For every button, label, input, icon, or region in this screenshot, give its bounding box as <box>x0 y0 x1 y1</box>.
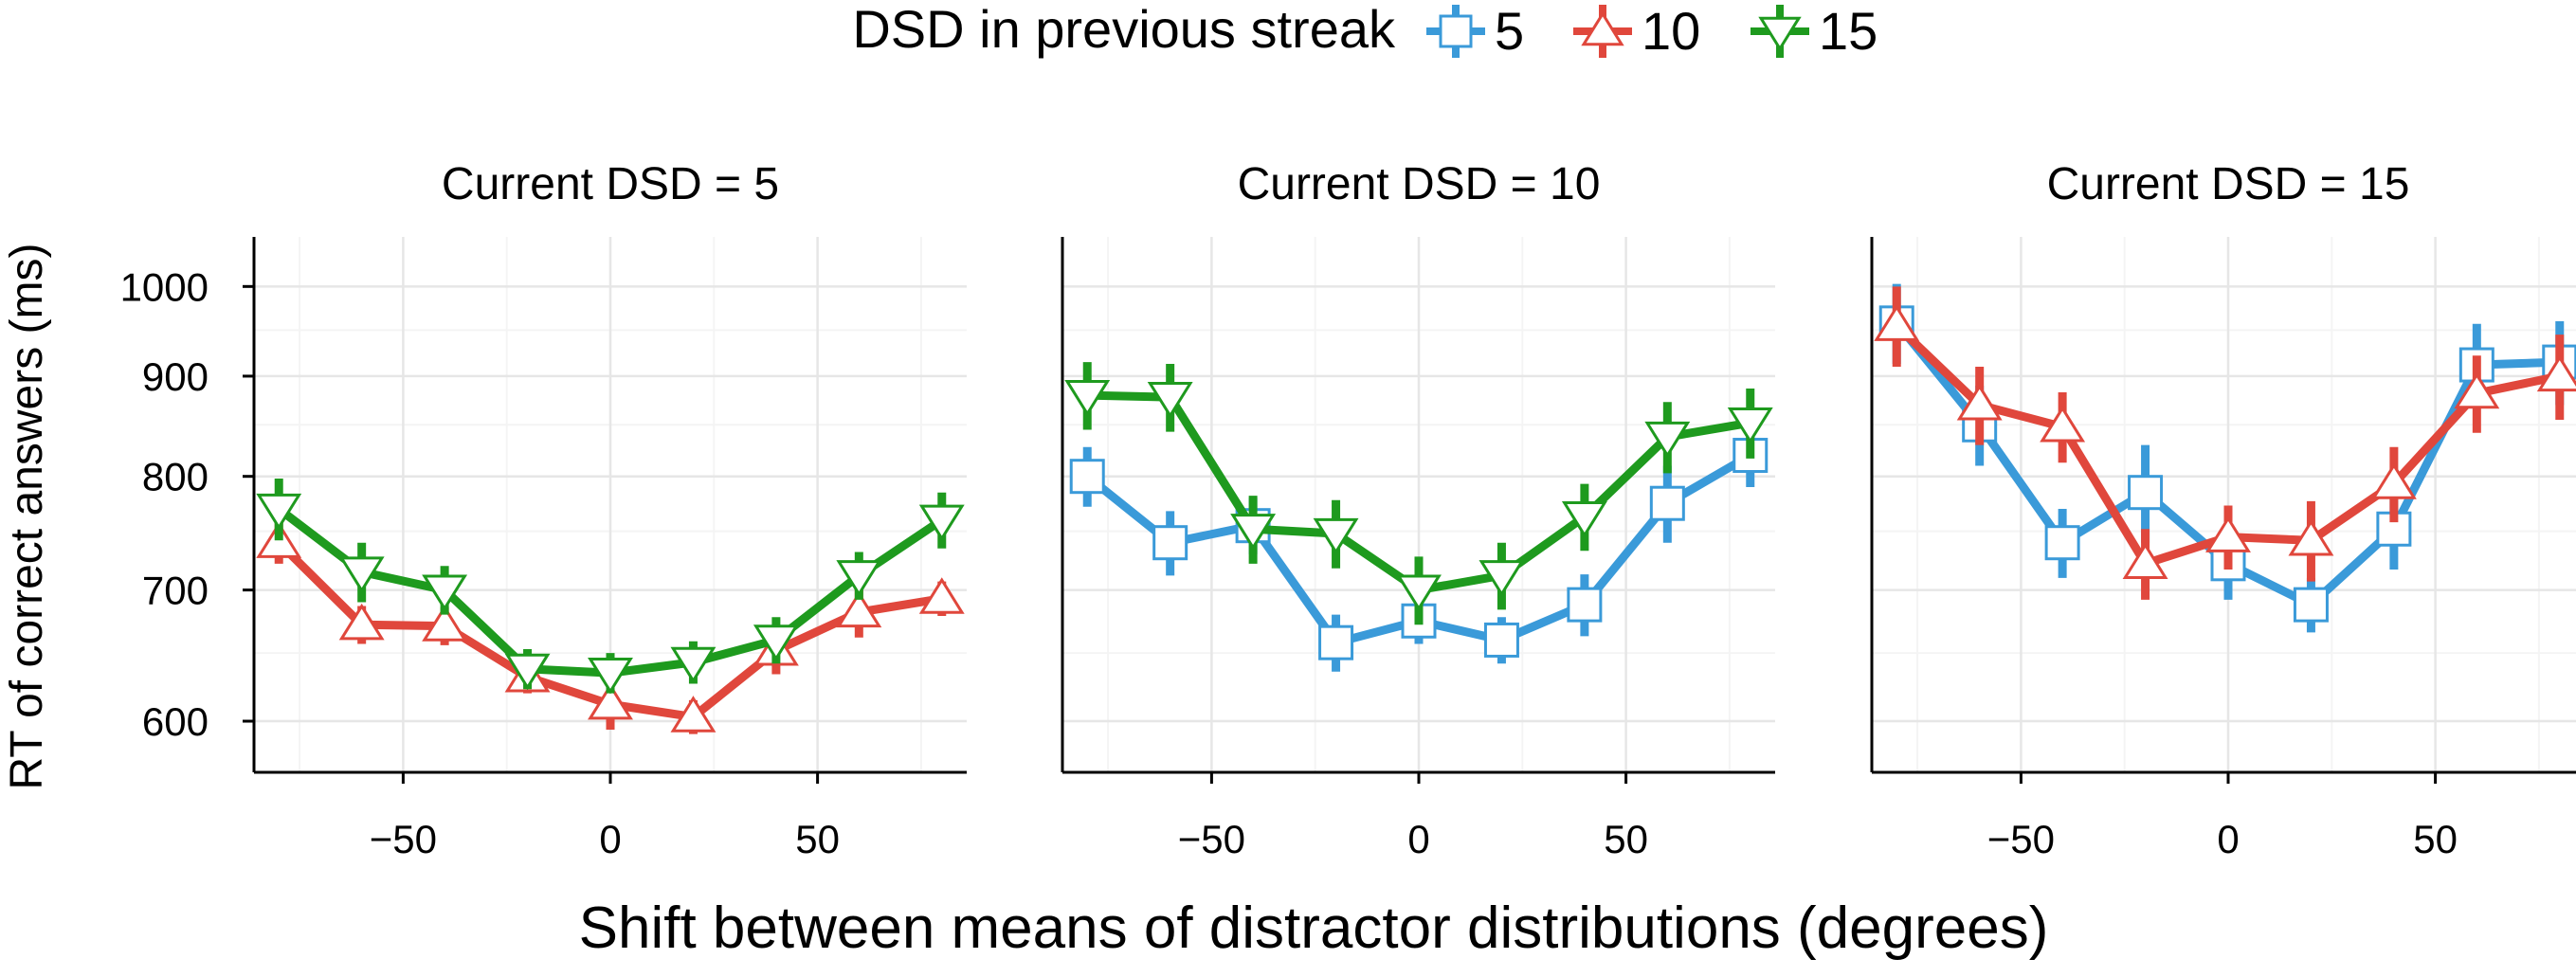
series-15 <box>256 478 965 695</box>
legend: DSD in previous streak 5 10 15 <box>852 0 1878 61</box>
data-point <box>2370 462 2417 499</box>
data-point <box>2040 405 2086 443</box>
y-tick-label: 600 <box>142 699 209 744</box>
data-point <box>422 574 468 611</box>
panels: Current DSD = 5−50 0 506007008009001000Cur… <box>120 159 2576 861</box>
panel-2: Current DSD = 10 −50 0 50 <box>1061 159 1775 861</box>
data-point <box>918 577 965 614</box>
grid <box>1872 237 2576 772</box>
data-point <box>588 657 633 695</box>
data-point <box>2454 371 2500 409</box>
data-point <box>1483 622 1519 658</box>
legend-label: 10 <box>1642 1 1700 61</box>
data-point <box>1561 501 1607 538</box>
panel-title: Current DSD = 15 <box>2047 159 2410 209</box>
data-point <box>918 504 965 542</box>
panel-1: Current DSD = 5 −50 0 50 600 700 800 900 1000 <box>120 159 967 861</box>
data-point <box>1956 383 2003 421</box>
y-tick-label: 900 <box>142 354 209 399</box>
data-point <box>1396 574 1442 611</box>
series-10 <box>1874 286 2576 600</box>
x-tick-label: −50 <box>1987 817 2055 861</box>
x-tick-label: 0 <box>1407 817 1429 861</box>
x-tick-label: −50 <box>370 817 437 861</box>
data-point <box>1230 514 1277 551</box>
data-point <box>2044 525 2080 561</box>
y-tick-label: 700 <box>142 569 209 613</box>
data-point <box>670 646 717 684</box>
data-point <box>2128 475 2164 511</box>
data-point <box>1069 459 1105 495</box>
x-tick-label: 50 <box>795 817 840 861</box>
x-tick-label: 0 <box>2217 817 2239 861</box>
panel-title: Current DSD = 10 <box>1238 159 1601 209</box>
data-point <box>588 682 633 720</box>
x-tick-label: 0 <box>599 817 621 861</box>
data-point <box>1147 381 1193 419</box>
legend-marker <box>1581 10 1624 46</box>
data-point <box>2293 587 2329 623</box>
data-point <box>2205 516 2251 552</box>
data-point <box>2122 542 2168 579</box>
x-tick-label: 50 <box>2413 817 2458 861</box>
legend-entry-15: 15 <box>1751 1 1878 61</box>
legend-marker <box>1439 14 1473 48</box>
legend-title: DSD in previous streak <box>852 0 1396 59</box>
data-point <box>256 493 302 531</box>
legend-entry-10: 10 <box>1573 1 1700 61</box>
data-point <box>836 560 882 597</box>
x-tick-label: 50 <box>1604 817 1648 861</box>
legend-label: 15 <box>1819 1 1878 61</box>
data-point <box>2288 518 2334 556</box>
data-point <box>1649 485 1685 521</box>
x-axis-label: Shift between means of distractor distri… <box>579 896 2049 961</box>
legend-entry-5: 5 <box>1426 1 1524 61</box>
panel-title: Current DSD = 5 <box>442 159 779 209</box>
legend-keys: 5 10 15 <box>1426 1 1878 61</box>
y-tick-label: 800 <box>142 455 209 499</box>
data-point <box>1567 587 1603 623</box>
data-point <box>670 696 717 733</box>
data-point <box>2536 354 2576 392</box>
data-point <box>1064 379 1111 417</box>
data-point <box>338 556 385 593</box>
data-point <box>1478 560 1525 597</box>
x-tick-label: −50 <box>1178 817 1245 861</box>
data-point <box>422 605 468 642</box>
data-point <box>1874 304 1920 341</box>
data-point <box>753 624 799 661</box>
data-point <box>1313 517 1359 555</box>
panel-3: Current DSD = 15 −50 0 50 <box>1870 159 2576 861</box>
data-point <box>338 603 385 641</box>
data-point <box>504 653 551 691</box>
data-point <box>836 590 882 628</box>
data-point <box>1644 421 1691 459</box>
grid <box>254 237 967 772</box>
legend-marker <box>1758 16 1802 52</box>
y-tick-label: 1000 <box>120 264 209 309</box>
y-axis-label: RT of correct answers (ms) <box>2 243 52 789</box>
series-15 <box>1064 362 1773 625</box>
data-point <box>1727 407 1773 444</box>
data-point <box>1318 624 1354 660</box>
data-point <box>1152 525 1188 561</box>
legend-label: 5 <box>1495 1 1524 61</box>
